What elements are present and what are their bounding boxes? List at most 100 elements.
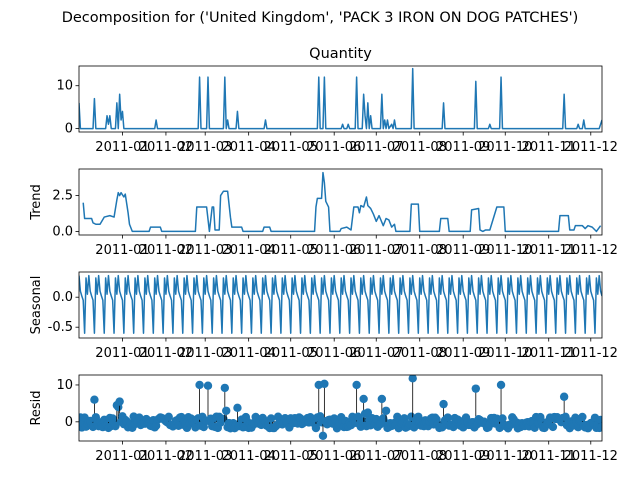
resid-point bbox=[439, 399, 448, 409]
x-tick-label: 2011-07 bbox=[349, 346, 403, 361]
axes-frame bbox=[78, 374, 603, 442]
x-tick-label: 2011-12 bbox=[564, 449, 618, 464]
y-tick-label: -0.5 bbox=[48, 320, 73, 335]
x-tick-label: 2011-07 bbox=[349, 449, 403, 464]
x-tick-label: 2011-07 bbox=[349, 140, 403, 155]
x-tick-label: 2011-11 bbox=[522, 140, 576, 155]
resid-point bbox=[222, 406, 231, 415]
x-tick-label: 2011-08 bbox=[393, 140, 447, 155]
x-tick-label: 2011-06 bbox=[307, 140, 361, 155]
y-tick-label: 10 bbox=[56, 378, 73, 393]
resid-point bbox=[233, 403, 242, 413]
x-tick-label: 2011-10 bbox=[478, 449, 532, 464]
x-tick-label: 2011-12 bbox=[564, 346, 618, 361]
x-tick-label: 2011-09 bbox=[436, 140, 490, 155]
x-tick-label: 2011-01 bbox=[95, 449, 149, 464]
resid-point bbox=[195, 380, 204, 390]
resid-point bbox=[311, 423, 321, 433]
x-tick-label: 2011-03 bbox=[178, 140, 232, 155]
panel-marks bbox=[79, 274, 602, 334]
axes-frame bbox=[78, 65, 603, 133]
panel-marks bbox=[79, 67, 602, 130]
x-tick-label: 2011-06 bbox=[307, 449, 361, 464]
x-tick-label: 2011-05 bbox=[264, 140, 318, 155]
axes-frame bbox=[78, 168, 603, 236]
resid-point bbox=[266, 414, 276, 423]
panel-marks bbox=[82, 171, 602, 233]
x-tick-label: 2011-10 bbox=[478, 140, 532, 155]
resid-point bbox=[352, 380, 361, 390]
resid-point bbox=[496, 380, 506, 390]
resid-point bbox=[408, 375, 417, 383]
resid-point bbox=[90, 395, 99, 404]
resid-point bbox=[318, 431, 328, 441]
x-tick-label: 2011-03 bbox=[178, 243, 232, 258]
x-tick-label: 2011-12 bbox=[564, 243, 618, 258]
x-tick-label: 2011-11 bbox=[522, 449, 576, 464]
x-tick-label: 2011-08 bbox=[393, 243, 447, 258]
resid-point bbox=[596, 415, 602, 425]
resid-point bbox=[164, 412, 173, 422]
resid-point bbox=[597, 423, 602, 432]
x-tick-label: 2011-10 bbox=[478, 243, 532, 258]
resid-point bbox=[409, 423, 419, 432]
x-tick-label: 2011-08 bbox=[393, 449, 447, 464]
x-tick-label: 2011-04 bbox=[221, 449, 275, 464]
panel-3: 0102011-012011-022011-032011-042011-0520… bbox=[29, 374, 618, 464]
x-tick-label: 2011-07 bbox=[349, 243, 403, 258]
x-tick-label: 2011-08 bbox=[393, 346, 447, 361]
x-tick-label: 2011-11 bbox=[522, 243, 576, 258]
y-tick-label: 2.5 bbox=[52, 189, 73, 204]
series-line bbox=[82, 171, 602, 233]
x-tick-label: 2011-06 bbox=[307, 346, 361, 361]
x-tick-label: 2011-03 bbox=[178, 346, 232, 361]
figure-suptitle: Decomposition for ('United Kingdom', 'PA… bbox=[62, 10, 579, 26]
panel-title: Quantity bbox=[309, 46, 372, 62]
x-tick-label: 2011-10 bbox=[478, 346, 532, 361]
resid-point bbox=[443, 413, 452, 422]
panel-marks bbox=[79, 375, 602, 441]
resid-point bbox=[203, 381, 213, 390]
resid-point bbox=[559, 392, 569, 401]
panel-ylabel: Trend bbox=[29, 184, 44, 221]
resid-point bbox=[220, 383, 230, 393]
x-tick-label: 2011-05 bbox=[264, 243, 318, 258]
x-tick-label: 2011-01 bbox=[95, 140, 149, 155]
x-tick-label: 2011-04 bbox=[221, 243, 275, 258]
x-tick-label: 2011-04 bbox=[221, 346, 275, 361]
x-tick-label: 2011-06 bbox=[307, 243, 361, 258]
resid-point bbox=[359, 394, 368, 404]
resid-point bbox=[377, 394, 387, 404]
x-tick-label: 2011-09 bbox=[436, 449, 490, 464]
x-tick-label: 2011-05 bbox=[264, 346, 318, 361]
y-tick-label: 10 bbox=[56, 79, 73, 94]
x-tick-label: 2011-01 bbox=[95, 243, 149, 258]
resid-point bbox=[199, 422, 208, 432]
panel-ylabel: Seasonal bbox=[29, 276, 44, 335]
x-tick-label: 2011-11 bbox=[522, 346, 576, 361]
y-tick-label: 0 bbox=[65, 122, 73, 137]
y-tick-label: 0.0 bbox=[52, 224, 73, 239]
x-tick-label: 2011-12 bbox=[564, 140, 618, 155]
x-tick-label: 2011-05 bbox=[264, 449, 318, 464]
x-tick-label: 2011-04 bbox=[221, 140, 275, 155]
x-tick-label: 2011-02 bbox=[139, 243, 193, 258]
x-tick-label: 2011-02 bbox=[139, 346, 193, 361]
resid-point bbox=[578, 412, 587, 422]
x-tick-label: 2011-02 bbox=[139, 449, 193, 464]
panel-0: 0102011-012011-022011-032011-042011-0520… bbox=[56, 46, 617, 155]
x-tick-label: 2011-01 bbox=[95, 346, 149, 361]
x-tick-label: 2011-09 bbox=[436, 346, 490, 361]
panel-ylabel: Resid bbox=[29, 390, 44, 425]
axes-frame bbox=[78, 271, 603, 339]
resid-point bbox=[498, 414, 507, 423]
resid-point bbox=[471, 384, 481, 393]
x-tick-label: 2011-09 bbox=[436, 243, 490, 258]
x-tick-label: 2011-03 bbox=[178, 449, 232, 464]
resid-point bbox=[548, 422, 558, 432]
decomposition-panels: 0102011-012011-022011-032011-042011-0520… bbox=[29, 46, 618, 464]
resid-point bbox=[115, 397, 124, 406]
series-line bbox=[79, 67, 602, 130]
resid-point bbox=[381, 406, 391, 415]
